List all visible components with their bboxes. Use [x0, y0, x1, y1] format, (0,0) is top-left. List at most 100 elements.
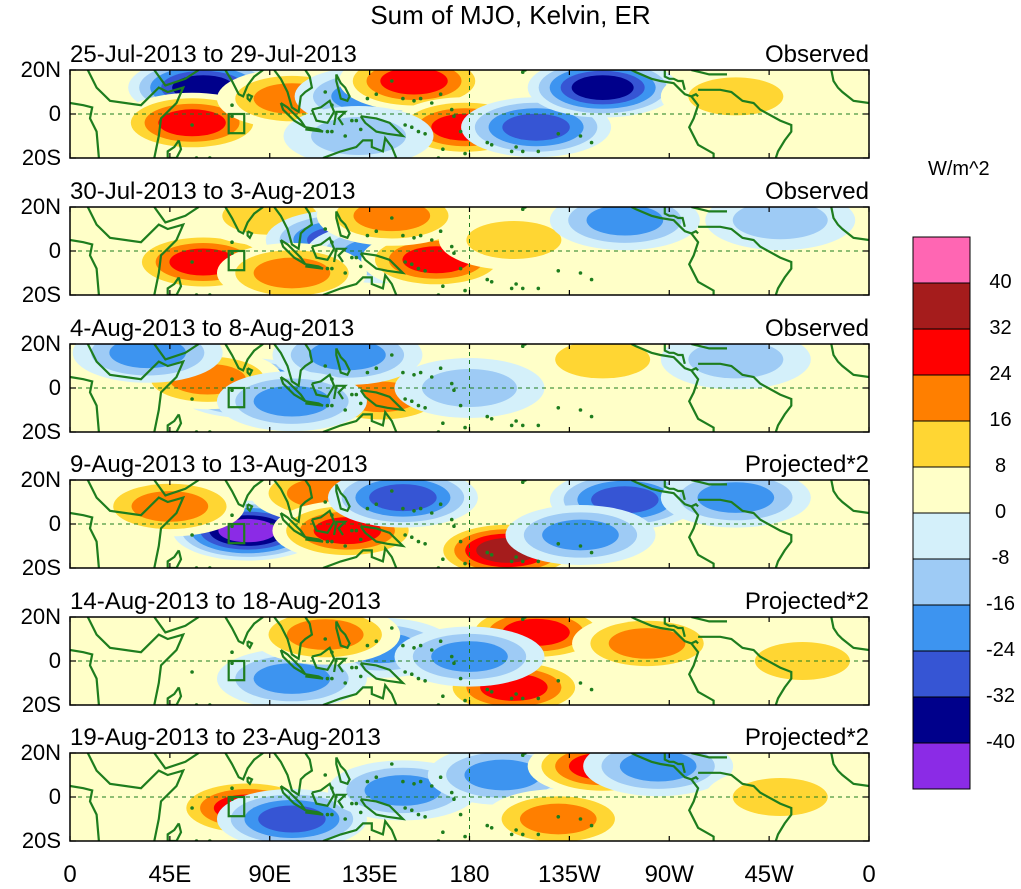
island	[190, 260, 194, 264]
coastline	[273, 70, 314, 114]
island	[390, 626, 394, 630]
island	[330, 513, 334, 517]
data-blob	[619, 753, 697, 782]
island	[423, 679, 427, 683]
data-blob	[697, 482, 775, 513]
data-blob	[586, 207, 664, 236]
island	[458, 266, 463, 271]
island	[449, 517, 454, 522]
island	[230, 114, 234, 118]
island	[343, 408, 348, 412]
island	[589, 414, 594, 419]
island	[343, 134, 348, 138]
region-box	[227, 659, 246, 682]
island	[401, 233, 405, 238]
coastline	[687, 369, 715, 432]
colorbar-swatch	[912, 282, 971, 330]
island	[418, 370, 423, 375]
island	[330, 786, 334, 790]
coastline	[153, 753, 200, 770]
island	[578, 681, 583, 685]
coastline	[246, 776, 254, 786]
island	[556, 132, 561, 136]
island	[330, 539, 334, 544]
island	[401, 779, 405, 784]
island	[514, 828, 518, 832]
coastline	[86, 480, 186, 568]
colorbar-swatch	[912, 420, 971, 468]
data-blob	[431, 641, 508, 672]
coastline	[310, 99, 336, 125]
coastline	[153, 480, 200, 497]
data-blob	[253, 663, 331, 694]
island	[463, 561, 467, 566]
island	[323, 500, 328, 504]
island	[330, 103, 334, 107]
coastline	[70, 784, 100, 841]
chart-title: Sum of MJO, Kelvin, ER	[370, 0, 651, 30]
coastline	[691, 70, 727, 76]
island	[578, 134, 583, 138]
island	[365, 506, 370, 511]
island	[412, 236, 416, 240]
x-tick-label: 90E	[248, 861, 292, 888]
island	[438, 366, 443, 371]
island	[458, 676, 463, 681]
y-tick-label: 0	[48, 375, 61, 400]
coastline	[86, 617, 186, 705]
island	[354, 665, 359, 670]
island	[403, 670, 407, 674]
island	[556, 406, 561, 410]
island	[452, 251, 456, 255]
island	[354, 255, 359, 260]
data-blob	[608, 628, 686, 659]
coastline	[305, 400, 324, 407]
coastline	[335, 73, 351, 103]
coastline	[359, 525, 407, 548]
island	[230, 650, 234, 654]
coastline	[273, 344, 314, 388]
colorbar-swatch	[912, 558, 971, 606]
data-blob	[313, 517, 382, 545]
island	[412, 646, 416, 650]
panel-3	[69, 343, 870, 433]
island	[374, 92, 379, 96]
x-tick-label: 135W	[538, 861, 601, 888]
island	[323, 90, 328, 94]
data-blob	[688, 344, 784, 379]
island	[323, 364, 328, 368]
data-blob	[555, 344, 651, 379]
island	[412, 99, 416, 103]
island	[485, 823, 490, 828]
region-box	[227, 249, 246, 272]
island	[438, 92, 443, 96]
island	[390, 216, 394, 220]
island	[230, 786, 234, 790]
island	[438, 502, 443, 507]
panel-5	[69, 616, 870, 706]
island	[412, 373, 416, 377]
island	[190, 533, 194, 537]
panel-6	[69, 752, 870, 842]
coastline	[830, 617, 869, 652]
island	[390, 489, 394, 493]
island	[365, 370, 370, 375]
island	[365, 96, 370, 101]
island	[441, 284, 445, 289]
island	[416, 812, 421, 817]
island	[556, 269, 561, 273]
data-blob	[519, 803, 597, 835]
data-blob	[364, 775, 442, 806]
coastline	[698, 362, 793, 432]
island	[520, 559, 525, 564]
colorbar-swatch	[912, 512, 971, 560]
island	[556, 679, 561, 683]
y-tick-label: 20S	[21, 282, 61, 307]
island	[365, 233, 370, 238]
coastline	[830, 480, 869, 515]
coastline	[246, 230, 254, 240]
coastline	[310, 782, 336, 808]
coastline	[687, 95, 715, 158]
island	[509, 559, 514, 564]
colorbar-swatch	[912, 650, 971, 698]
